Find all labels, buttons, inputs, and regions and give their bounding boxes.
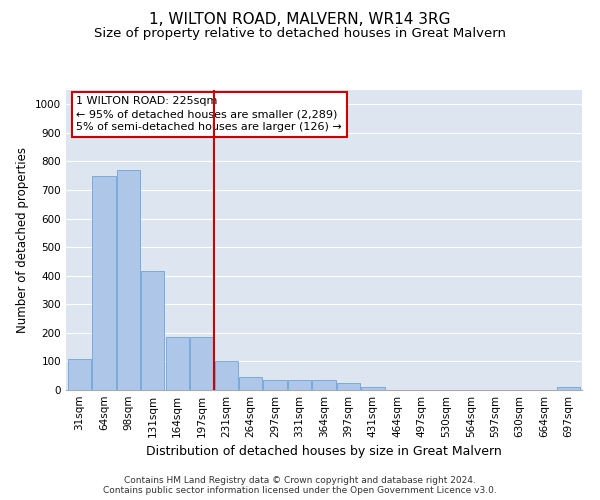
Bar xyxy=(190,337,214,390)
Bar xyxy=(141,272,164,390)
Bar xyxy=(92,176,116,390)
Text: Contains HM Land Registry data © Crown copyright and database right 2024.
Contai: Contains HM Land Registry data © Crown c… xyxy=(103,476,497,495)
Bar xyxy=(361,387,385,390)
Bar xyxy=(215,362,238,390)
Bar xyxy=(166,337,189,390)
Text: 1 WILTON ROAD: 225sqm
← 95% of detached houses are smaller (2,289)
5% of semi-de: 1 WILTON ROAD: 225sqm ← 95% of detached … xyxy=(76,96,342,132)
X-axis label: Distribution of detached houses by size in Great Malvern: Distribution of detached houses by size … xyxy=(146,446,502,458)
Bar xyxy=(117,170,140,390)
Bar xyxy=(337,383,360,390)
Bar xyxy=(239,377,262,390)
Bar xyxy=(288,380,311,390)
Bar xyxy=(313,380,335,390)
Bar xyxy=(263,380,287,390)
Bar xyxy=(68,358,91,390)
Text: Size of property relative to detached houses in Great Malvern: Size of property relative to detached ho… xyxy=(94,28,506,40)
Text: 1, WILTON ROAD, MALVERN, WR14 3RG: 1, WILTON ROAD, MALVERN, WR14 3RG xyxy=(149,12,451,28)
Bar xyxy=(557,387,580,390)
Y-axis label: Number of detached properties: Number of detached properties xyxy=(16,147,29,333)
